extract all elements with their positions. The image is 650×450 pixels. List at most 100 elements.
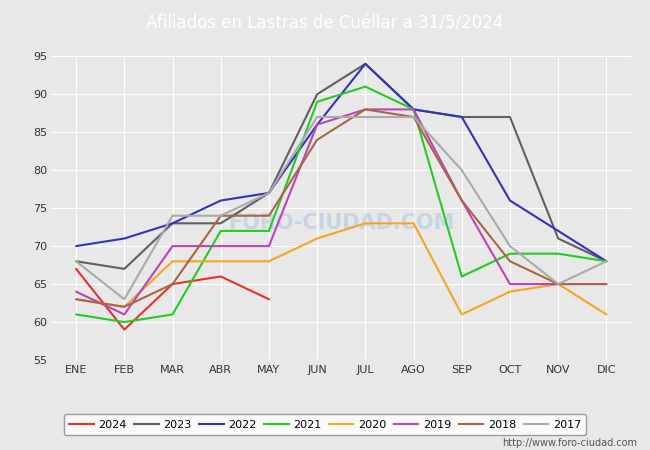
2017	[603, 259, 610, 264]
Text: FORO-CIUDAD.COM: FORO-CIUDAD.COM	[228, 213, 454, 233]
2019	[120, 312, 128, 317]
2021	[506, 251, 514, 256]
2020	[265, 259, 273, 264]
2019	[458, 198, 465, 203]
2017	[410, 114, 417, 120]
2018	[603, 281, 610, 287]
2024	[168, 281, 176, 287]
2018	[313, 137, 321, 143]
2021	[361, 84, 369, 89]
2022	[313, 122, 321, 127]
Line: 2021: 2021	[76, 86, 606, 322]
2021	[458, 274, 465, 279]
2023	[72, 259, 80, 264]
2020	[217, 259, 225, 264]
2018	[217, 213, 225, 218]
Legend: 2024, 2023, 2022, 2021, 2020, 2019, 2018, 2017: 2024, 2023, 2022, 2021, 2020, 2019, 2018…	[64, 414, 586, 436]
2023	[313, 91, 321, 97]
2019	[506, 281, 514, 287]
2017	[361, 114, 369, 120]
2021	[554, 251, 562, 256]
Line: 2019: 2019	[76, 109, 606, 315]
2017	[217, 213, 225, 218]
2017	[458, 167, 465, 173]
Line: 2018: 2018	[76, 109, 606, 307]
2020	[313, 236, 321, 241]
2020	[506, 289, 514, 294]
2021	[168, 312, 176, 317]
2022	[458, 114, 465, 120]
2020	[554, 281, 562, 287]
Text: http://www.foro-ciudad.com: http://www.foro-ciudad.com	[502, 438, 637, 448]
2020	[361, 220, 369, 226]
2023	[168, 220, 176, 226]
2017	[313, 114, 321, 120]
2018	[168, 281, 176, 287]
2022	[410, 107, 417, 112]
Line: 2022: 2022	[76, 64, 606, 261]
2023	[265, 190, 273, 196]
2023	[506, 114, 514, 120]
2019	[603, 281, 610, 287]
2022	[265, 190, 273, 196]
2017	[265, 190, 273, 196]
2018	[265, 213, 273, 218]
2017	[554, 281, 562, 287]
2021	[603, 259, 610, 264]
2023	[603, 259, 610, 264]
2019	[313, 122, 321, 127]
Line: 2024: 2024	[76, 269, 269, 329]
2019	[217, 243, 225, 249]
2020	[410, 220, 417, 226]
2024	[72, 266, 80, 271]
2020	[458, 312, 465, 317]
2022	[603, 259, 610, 264]
2018	[554, 281, 562, 287]
2020	[603, 312, 610, 317]
2021	[313, 99, 321, 104]
2019	[168, 243, 176, 249]
2018	[120, 304, 128, 310]
2017	[120, 297, 128, 302]
2023	[217, 220, 225, 226]
Line: 2017: 2017	[76, 117, 606, 299]
2018	[410, 114, 417, 120]
2022	[217, 198, 225, 203]
2017	[168, 213, 176, 218]
2017	[506, 243, 514, 249]
2019	[361, 107, 369, 112]
2020	[72, 297, 80, 302]
2019	[265, 243, 273, 249]
Line: 2023: 2023	[76, 64, 606, 269]
2023	[361, 61, 369, 67]
2017	[72, 259, 80, 264]
2023	[458, 114, 465, 120]
2022	[554, 228, 562, 234]
2024	[217, 274, 225, 279]
2019	[410, 107, 417, 112]
2023	[410, 107, 417, 112]
2018	[506, 259, 514, 264]
2022	[506, 198, 514, 203]
2018	[72, 297, 80, 302]
2019	[554, 281, 562, 287]
Line: 2020: 2020	[76, 223, 606, 315]
2021	[217, 228, 225, 234]
2022	[72, 243, 80, 249]
2024	[265, 297, 273, 302]
2021	[120, 320, 128, 325]
2021	[265, 228, 273, 234]
Text: Afiliados en Lastras de Cuéllar a 31/5/2024: Afiliados en Lastras de Cuéllar a 31/5/2…	[146, 14, 504, 33]
2018	[361, 107, 369, 112]
2022	[361, 61, 369, 67]
2019	[72, 289, 80, 294]
2022	[168, 220, 176, 226]
2023	[554, 236, 562, 241]
2021	[72, 312, 80, 317]
2023	[120, 266, 128, 271]
2020	[168, 259, 176, 264]
2021	[410, 107, 417, 112]
2024	[120, 327, 128, 332]
2018	[458, 198, 465, 203]
2022	[120, 236, 128, 241]
